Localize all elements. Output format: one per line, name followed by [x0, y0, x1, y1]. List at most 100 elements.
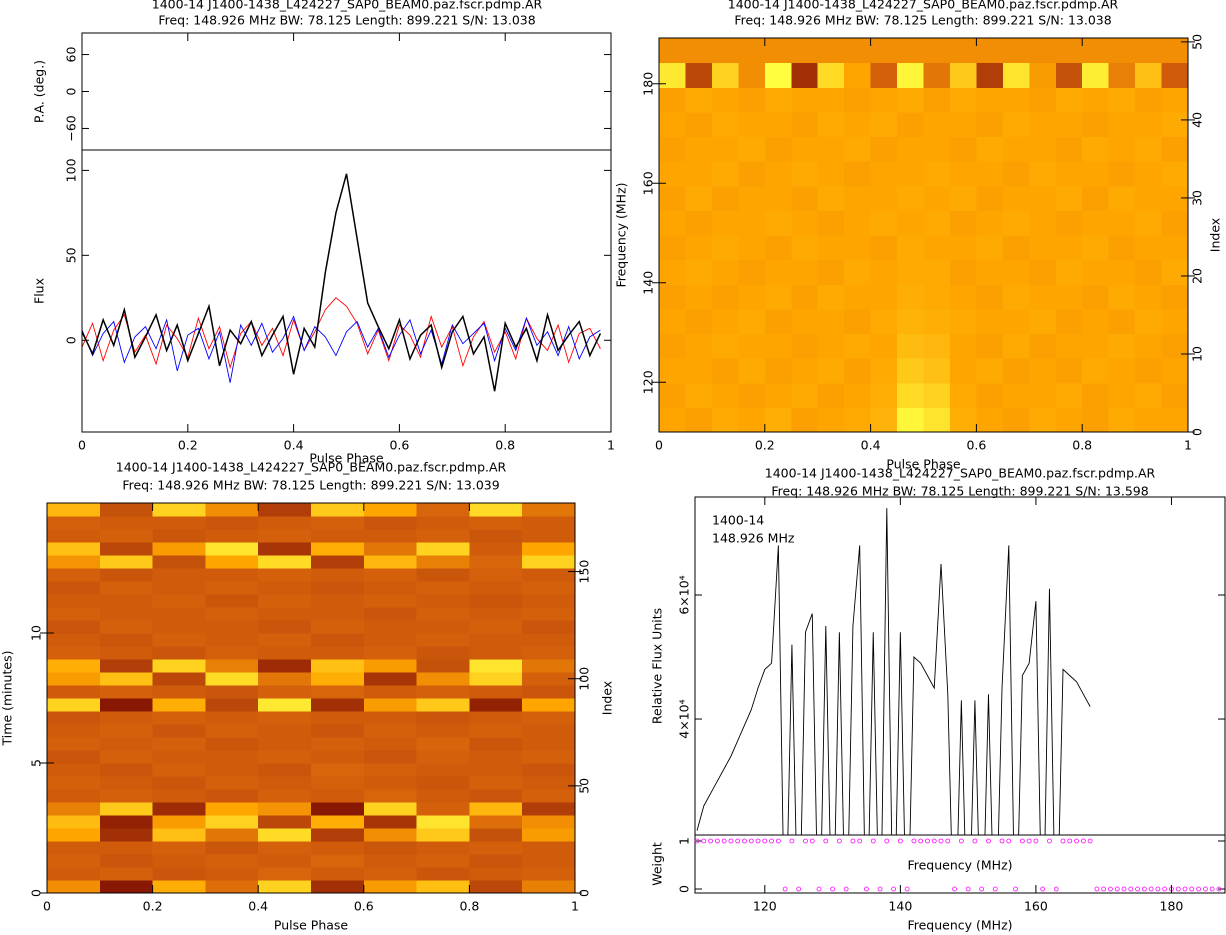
- heatmap-cell: [1135, 38, 1163, 64]
- heatmap-cell: [1135, 358, 1163, 384]
- y-axis-label: Time (minutes): [0, 651, 15, 747]
- heatmap-cell: [659, 136, 687, 162]
- heatmap-cell: [469, 698, 523, 712]
- heatmap-cell: [659, 111, 687, 138]
- weight-marker: [796, 886, 802, 892]
- heatmap-cell: [99, 854, 154, 868]
- heatmap-cell: [311, 802, 365, 816]
- heatmap-cell: [416, 698, 470, 712]
- heatmap-cell: [469, 750, 523, 764]
- heatmap-cell: [363, 568, 418, 582]
- heatmap-cell: [363, 711, 418, 725]
- heatmap-cell: [416, 529, 470, 543]
- heatmap-cell: [258, 516, 312, 530]
- heatmap-cell: [1108, 62, 1136, 88]
- heatmap-cell: [738, 382, 766, 408]
- heatmap-cell: [416, 854, 470, 868]
- heatmap-cell: [469, 529, 523, 543]
- heatmap-cell: [99, 685, 154, 699]
- heatmap-cell: [522, 542, 576, 556]
- y-tick-label: 0: [29, 889, 44, 897]
- heatmap-cell: [311, 828, 365, 842]
- heatmap-cell: [205, 555, 259, 569]
- heatmap-cell: [764, 38, 792, 64]
- x-tick-label: 0.4: [861, 438, 881, 453]
- heatmap-cell: [152, 854, 206, 868]
- heatmap-cell: [685, 235, 713, 261]
- heatmap-cell: [764, 407, 792, 433]
- heatmap-cell: [258, 568, 312, 582]
- heatmap-cell: [47, 750, 101, 764]
- heatmap-cell: [685, 407, 713, 433]
- heatmap-cell: [99, 568, 154, 582]
- heatmap-cell: [711, 235, 739, 261]
- weight-marker: [775, 838, 781, 844]
- x-tick-label: 1: [571, 899, 579, 914]
- heatmap-cell: [522, 607, 576, 621]
- heatmap-cell: [1002, 407, 1030, 433]
- heatmap-cell: [522, 685, 576, 699]
- heatmap-cell: [764, 284, 792, 310]
- heatmap-cell: [99, 620, 154, 634]
- heatmap-cell: [258, 711, 312, 725]
- heatmap-cell: [416, 581, 470, 595]
- weight-marker: [1053, 886, 1059, 892]
- heatmap-cell: [363, 555, 418, 569]
- heatmap-cell: [522, 737, 576, 751]
- heatmap-cell: [416, 555, 470, 569]
- heatmap-cell: [47, 568, 101, 582]
- chart-title: 1400-14 J1400-1438_L424227_SAP0_BEAM0.pa…: [152, 0, 543, 12]
- x-tick-label: 1: [607, 438, 615, 453]
- heatmap-cell: [47, 503, 101, 517]
- weight-marker: [897, 838, 903, 844]
- heatmap-cell: [791, 358, 819, 384]
- heatmap-cell: [258, 503, 312, 517]
- y-tick-label: 4×10⁴: [677, 699, 692, 738]
- heatmap-cell: [659, 358, 687, 384]
- heatmap-cell: [99, 672, 154, 686]
- heatmap-cell: [1161, 87, 1189, 113]
- y2-tick-label: 150: [577, 560, 592, 584]
- weight-marker: [1135, 886, 1140, 892]
- heatmap-cell: [1055, 308, 1083, 335]
- heatmap-cell: [685, 87, 713, 113]
- heatmap-cell: [1055, 62, 1083, 88]
- heatmap-cell: [1002, 382, 1030, 408]
- weight-marker: [904, 886, 910, 892]
- weight-marker: [1033, 838, 1039, 844]
- heatmap-cell: [1108, 185, 1136, 211]
- heatmap-cell: [363, 737, 418, 751]
- heatmap-cell: [99, 828, 154, 842]
- heatmap-cell: [99, 646, 154, 660]
- chart-subtitle: Freq: 148.926 MHz BW: 78.125 Length: 899…: [771, 484, 1148, 499]
- heatmap-cell: [152, 581, 206, 595]
- heatmap-cell: [152, 802, 206, 816]
- weight-marker: [857, 838, 863, 844]
- heatmap-cell: [791, 210, 819, 236]
- heatmap-cell: [363, 581, 418, 595]
- heatmap-cell: [469, 620, 523, 634]
- heatmap-cell: [870, 235, 898, 261]
- weight-marker: [1019, 838, 1025, 844]
- heatmap-cell: [738, 235, 766, 261]
- heatmap-cell: [791, 62, 819, 88]
- heatmap-cell: [205, 646, 259, 660]
- heatmap-cell: [738, 136, 766, 162]
- x-tick-label: 0.2: [178, 438, 198, 453]
- heatmap-cell: [522, 555, 576, 569]
- weight-marker: [1202, 886, 1208, 892]
- heatmap-cell: [897, 161, 925, 187]
- heatmap-cell: [311, 568, 365, 582]
- weight-marker: [1182, 886, 1188, 892]
- weight-frame: [694, 834, 1226, 894]
- heatmap-cell: [258, 737, 312, 751]
- heatmap-cell: [152, 828, 206, 842]
- heatmap-cell: [844, 235, 872, 261]
- heatmap-cell: [1029, 111, 1057, 138]
- heatmap-cell: [1002, 111, 1030, 138]
- heatmap-cell: [685, 333, 713, 359]
- heatmap-cell: [152, 867, 206, 881]
- weight-marker: [1108, 886, 1113, 892]
- weight-marker: [843, 886, 849, 892]
